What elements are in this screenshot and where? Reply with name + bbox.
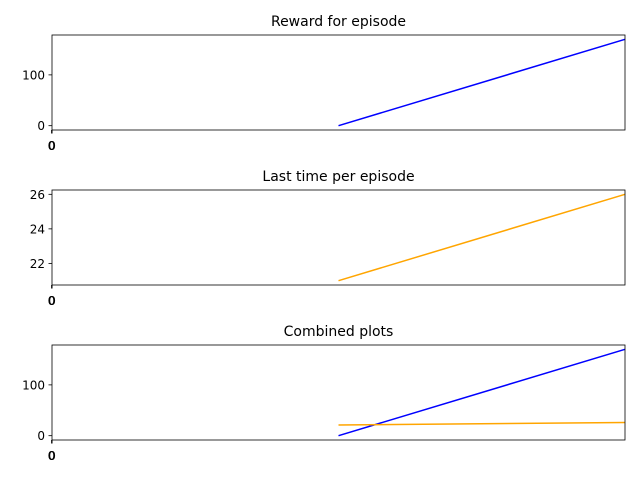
chart-title: Combined plots (284, 324, 394, 340)
x-tick-label: 0 (48, 139, 56, 153)
chart-title: Reward for episode (271, 14, 406, 30)
x-tick-label: 0 (48, 139, 56, 153)
axes-frame (51, 189, 626, 286)
series-line-1 (338, 348, 626, 437)
series-line-1 (338, 193, 626, 282)
x-tick-label: 0 (48, 449, 56, 463)
y-tick-label: 0 (37, 119, 45, 133)
y-tick-label: 100 (22, 378, 45, 392)
series-line-2 (338, 421, 626, 426)
series-line-1 (338, 38, 626, 127)
chart-title: Last time per episode (262, 169, 414, 185)
axes-frame (51, 34, 626, 131)
axes-frame (51, 344, 626, 441)
y-tick-label: 100 (22, 68, 45, 82)
y-tick-label: 24 (30, 222, 45, 236)
y-tick-label: 0 (37, 429, 45, 443)
y-tick-label: 22 (30, 257, 45, 271)
x-tick-label: 0 (48, 449, 56, 463)
x-tick-label: 0 (48, 294, 56, 308)
y-tick-label: 26 (30, 188, 45, 202)
x-tick-label: 0 (48, 294, 56, 308)
